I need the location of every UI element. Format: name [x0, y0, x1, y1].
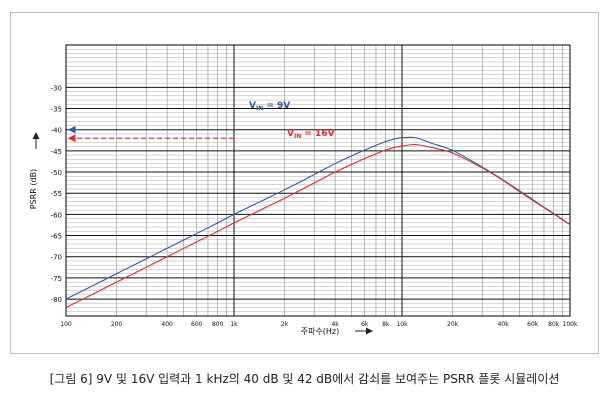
x-tick-label: 40k — [498, 321, 510, 328]
y-tick-label: -30 — [51, 84, 62, 92]
y-tick-label: -40 — [51, 127, 62, 135]
y-axis-label: PSRR (dB) — [29, 169, 38, 209]
figure-frame: -30 -35 -40 -45 -50 -55 -60 -65 -70 -75 -80 100 200… — [10, 12, 599, 354]
x-tick-label: 100 — [60, 321, 72, 328]
series-lines — [65, 136, 571, 309]
psrr-chart: -30 -35 -40 -45 -50 -55 -60 -65 -70 -75 -80 100 200… — [29, 44, 578, 336]
y-tick-label: -45 — [51, 148, 62, 156]
y-tick-label: -75 — [51, 275, 62, 283]
x-tick-label: 600 — [191, 321, 203, 328]
x-tick-label: 2k — [281, 321, 289, 328]
x-tick-label: 10k — [396, 321, 408, 328]
annotations — [67, 125, 234, 143]
series-labels: VIN = 9V VIN = 16V — [249, 101, 335, 140]
y-tick-label: -60 — [51, 211, 62, 219]
x-tick-label: 4k — [331, 321, 339, 328]
x-tick-label: 800 — [212, 321, 224, 328]
series-line-16v — [65, 143, 571, 309]
plot-border — [65, 44, 571, 317]
x-tick-label: 6k — [361, 321, 369, 328]
x-tick-label: 80k — [548, 321, 560, 328]
x-tick-label: 60k — [527, 321, 539, 328]
y-tick-label: -65 — [51, 233, 62, 241]
x-tick-label: 20k — [447, 321, 459, 328]
x-tick-label: 1k — [230, 321, 238, 328]
series-label-16v: VIN = 16V — [287, 129, 335, 140]
y-tick-label: -35 — [51, 106, 62, 114]
y-tick-label: -55 — [51, 190, 62, 198]
y-tick-labels: -30 -35 -40 -45 -50 -55 -60 -65 -70 -75 -80 — [51, 84, 62, 304]
x-tick-label: 400 — [161, 321, 173, 328]
figure-caption: [그림 6] 9V 및 16V 입력과 1 kHz의 40 dB 및 42 dB… — [49, 372, 560, 386]
series-line-9v — [65, 136, 571, 300]
x-tick-label: 100k — [563, 321, 578, 328]
y-tick-label: -50 — [51, 169, 62, 177]
series-label-9v: VIN = 9V — [249, 101, 290, 112]
y-tick-label: -80 — [51, 296, 62, 304]
x-tick-label: 200 — [111, 321, 123, 328]
x-tick-labels: 100 200 400 600 800 1k 2k 4k 6k 8k 10k 20k 40k 60k 80k… — [60, 321, 578, 328]
x-axis-label: 주파수(Hz) — [301, 327, 340, 336]
y-tick-label: -70 — [51, 254, 62, 262]
x-tick-label: 8k — [382, 321, 390, 328]
